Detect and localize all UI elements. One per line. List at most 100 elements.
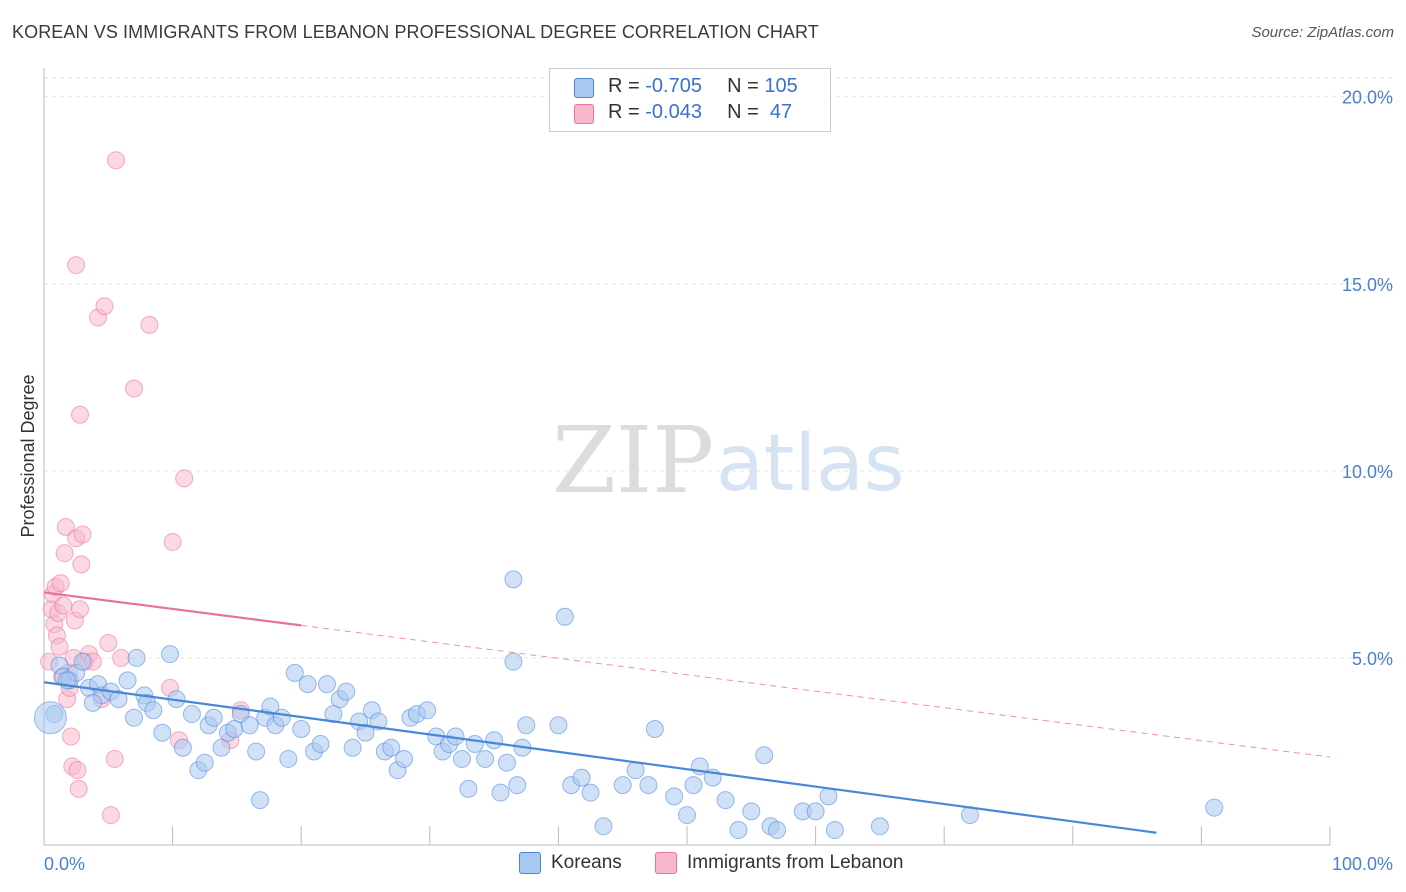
point-korean <box>173 738 192 757</box>
point-lebanon <box>54 596 73 615</box>
point-korean <box>768 821 787 840</box>
legend-swatch-koreans <box>574 78 594 98</box>
point-korean <box>317 675 336 694</box>
point-lebanon <box>71 405 90 424</box>
y-tick-label: 10.0% <box>1342 462 1393 482</box>
tick-labels: 5.0% 10.0% 15.0% 20.0% 0.0% 100.0% <box>44 88 1393 874</box>
point-korean <box>395 749 414 768</box>
point-lebanon <box>68 761 87 780</box>
point-korean <box>555 607 574 626</box>
point-korean <box>497 753 516 772</box>
point-korean <box>755 746 774 765</box>
point-korean <box>33 701 67 735</box>
point-korean <box>504 570 523 589</box>
legend-swatch-lebanon <box>574 104 594 124</box>
point-korean <box>665 787 684 806</box>
trend-line-koreans <box>43 681 1157 834</box>
y-tick-label: 5.0% <box>1352 649 1393 669</box>
x-tick-label: 100.0% <box>1332 854 1393 874</box>
legend-r-label: R = <box>608 101 646 123</box>
point-korean <box>825 821 844 840</box>
point-korean <box>508 776 527 795</box>
point-korean <box>324 705 343 724</box>
point-lebanon <box>56 517 75 536</box>
point-korean <box>195 753 214 772</box>
point-korean <box>118 671 137 690</box>
point-lebanon <box>67 256 86 275</box>
point-korean <box>285 663 304 682</box>
watermark: ZIP atlas <box>552 407 905 514</box>
point-korean <box>272 708 291 727</box>
point-lebanon <box>71 600 90 619</box>
point-korean <box>247 742 266 761</box>
point-korean <box>1205 798 1224 817</box>
point-korean <box>127 648 146 667</box>
point-korean <box>144 701 163 720</box>
trend-lines <box>43 591 1331 834</box>
data-points <box>33 151 1224 840</box>
point-lebanon <box>163 532 182 551</box>
point-lebanon <box>72 555 91 574</box>
point-korean <box>870 817 889 836</box>
point-korean <box>83 693 102 712</box>
point-korean <box>161 645 180 664</box>
point-korean <box>459 779 478 798</box>
point-lebanon <box>73 525 92 544</box>
trend-line-lebanon-projection <box>301 624 1331 758</box>
point-lebanon <box>125 379 144 398</box>
source-credit: Source: ZipAtlas.com <box>1251 24 1394 41</box>
point-korean <box>594 817 613 836</box>
point-korean <box>504 652 523 671</box>
legend-n-label: N = <box>727 101 765 123</box>
gridlines <box>44 77 1392 659</box>
legend-swatch-lebanon <box>655 852 677 874</box>
point-lebanon <box>140 315 159 334</box>
legend-n-label: N = <box>727 75 765 97</box>
point-korean <box>73 652 92 671</box>
point-korean <box>819 787 838 806</box>
point-korean <box>225 720 244 739</box>
point-korean <box>418 701 437 720</box>
bottom-legend-koreans: Koreans <box>519 852 622 874</box>
watermark-zip: ZIP <box>552 407 714 514</box>
point-korean <box>240 716 259 735</box>
point-korean <box>125 708 144 727</box>
point-korean <box>572 768 591 787</box>
point-lebanon <box>175 469 194 488</box>
watermark-atlas: atlas <box>716 419 905 509</box>
point-korean <box>581 783 600 802</box>
point-korean <box>356 723 375 742</box>
point-korean <box>645 720 664 739</box>
point-lebanon <box>51 574 70 593</box>
point-lebanon <box>69 779 88 798</box>
point-korean <box>153 723 172 742</box>
x-tick-label: 0.0% <box>44 854 85 874</box>
legend-n-value: 47 <box>764 101 793 123</box>
point-korean <box>476 749 495 768</box>
point-korean <box>485 731 504 750</box>
point-lebanon <box>99 633 118 652</box>
point-korean <box>251 791 270 810</box>
point-korean <box>204 708 223 727</box>
y-axis-label: Professional Degree <box>18 374 38 537</box>
point-lebanon <box>101 806 120 825</box>
point-korean <box>452 749 471 768</box>
point-korean <box>311 734 330 753</box>
point-lebanon <box>55 544 74 563</box>
trend-line-lebanon <box>43 591 302 627</box>
legend-r-label: R = <box>608 75 646 97</box>
correlation-legend: R = -0.705 N = 105 R = -0.043 N = 47 <box>549 68 831 132</box>
point-korean <box>806 802 825 821</box>
point-korean <box>369 712 388 731</box>
point-korean <box>109 690 128 709</box>
y-tick-label: 15.0% <box>1342 275 1393 295</box>
legend-n-value: 105 <box>764 75 798 97</box>
point-korean <box>729 821 748 840</box>
legend-label-koreans: Koreans <box>551 852 622 874</box>
point-lebanon <box>107 151 126 170</box>
point-korean <box>212 738 231 757</box>
point-korean <box>343 738 362 757</box>
point-korean <box>639 776 658 795</box>
point-korean <box>491 783 510 802</box>
